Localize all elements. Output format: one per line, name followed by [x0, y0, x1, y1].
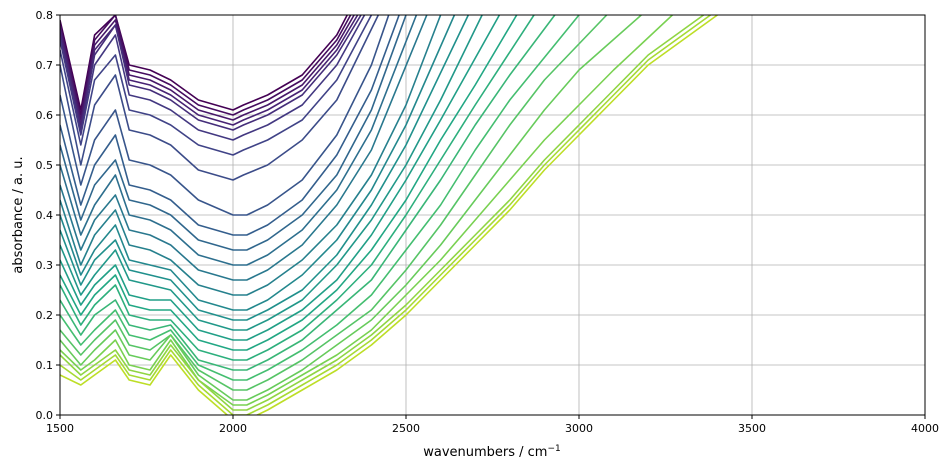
series-line	[60, 15, 400, 236]
series-line	[60, 15, 580, 381]
axis-ticks: 1500 2000 2500 3000 3500 4000 0.0 0.1 0.2 0.3 0.4 0…	[36, 9, 940, 435]
y-tick-label: 0.8	[36, 9, 54, 22]
series-line	[60, 15, 407, 251]
y-tick-label: 0.3	[36, 259, 54, 272]
series-line	[60, 15, 418, 266]
y-tick-label: 0.0	[36, 409, 54, 422]
series-line	[60, 15, 718, 415]
y-tick-label: 0.7	[36, 59, 54, 72]
y-axis-label: absorbance / a. u.	[11, 156, 26, 273]
series-line	[60, 15, 470, 321]
series-line	[60, 15, 352, 116]
series-line	[60, 15, 456, 311]
y-tick-label: 0.2	[36, 309, 54, 322]
y-tick-label: 0.5	[36, 159, 54, 172]
x-tick-label: 2500	[392, 422, 420, 435]
series-line	[60, 15, 380, 181]
series-line	[60, 15, 362, 131]
series-line	[60, 15, 483, 331]
series-line	[60, 15, 556, 371]
x-axis-label: wavenumbers / cm−1	[423, 444, 561, 460]
x-tick-label: 3000	[565, 422, 593, 435]
series-line	[60, 15, 428, 281]
x-tick-label: 4000	[911, 422, 939, 435]
x-tick-label: 1500	[46, 422, 74, 435]
y-tick-label: 0.6	[36, 109, 54, 122]
series-line	[60, 15, 608, 391]
series-line	[60, 15, 355, 121]
y-tick-label: 0.1	[36, 359, 54, 372]
series-line	[60, 15, 518, 351]
series-line	[60, 15, 442, 296]
series-line	[60, 15, 348, 111]
series-line	[60, 15, 390, 216]
series-line	[60, 15, 642, 401]
series-group	[60, 15, 718, 415]
series-line	[60, 15, 673, 406]
series-line	[60, 15, 705, 411]
x-tick-label: 2000	[219, 422, 247, 435]
series-line	[60, 15, 366, 141]
series-line	[60, 15, 711, 415]
y-tick-label: 0.4	[36, 209, 54, 222]
series-line	[60, 15, 373, 156]
series-line	[60, 15, 535, 361]
series-line	[60, 15, 359, 126]
x-tick-label: 3500	[738, 422, 766, 435]
series-line	[60, 15, 501, 341]
